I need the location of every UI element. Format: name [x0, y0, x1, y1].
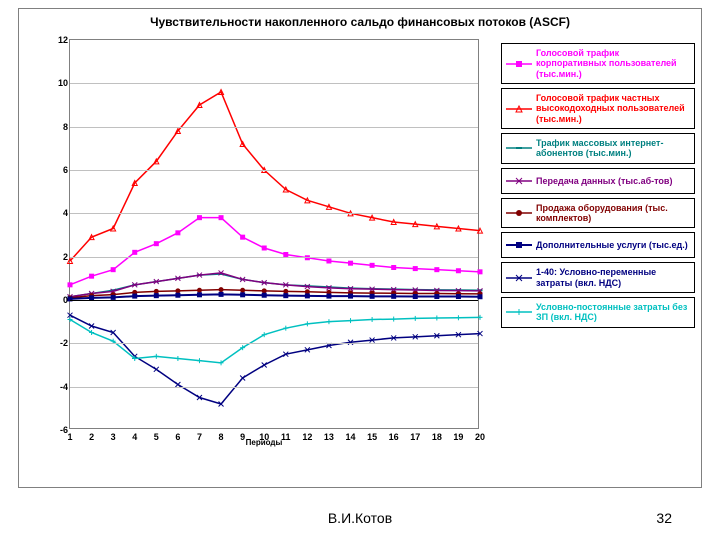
- legend-item: Условно-постоянные затраты без ЗП (вкл. …: [501, 297, 695, 328]
- legend-item: Голосовой трафик корпоративных пользоват…: [501, 43, 695, 84]
- legend-label: Продажа оборудования (тыс. комплектов): [536, 203, 690, 224]
- footer-page: 32: [656, 510, 672, 526]
- legend-label: Голосовой трафик корпоративных пользоват…: [536, 48, 690, 79]
- y-tick-label: -6: [52, 425, 68, 435]
- gridline: [70, 213, 478, 214]
- legend-label: 1-40: Условно-переменные затраты (вкл. Н…: [536, 267, 690, 288]
- legend: Голосовой трафик корпоративных пользоват…: [501, 43, 695, 332]
- chart-title: Чувствительности накопленного сальдо фин…: [19, 9, 701, 31]
- gridline: [70, 387, 478, 388]
- legend-item: Передача данных (тыс.аб-тов): [501, 168, 695, 194]
- series-svg: [70, 40, 478, 428]
- gridline: [70, 300, 478, 301]
- gridline: [70, 343, 478, 344]
- legend-swatch: [506, 237, 532, 253]
- legend-item: Голосовой трафик частных высокодоходных …: [501, 88, 695, 129]
- x-axis-label: Периоды: [49, 438, 479, 447]
- plot-wrapper: -6-4-20246810121234567891011121314151617…: [49, 39, 479, 449]
- y-tick-label: -4: [52, 382, 68, 392]
- gridline: [70, 127, 478, 128]
- legend-swatch: [506, 56, 532, 72]
- legend-swatch: [506, 304, 532, 320]
- legend-item: Продажа оборудования (тыс. комплектов): [501, 198, 695, 229]
- legend-item: Дополнительные услуги (тыс.ед.): [501, 232, 695, 258]
- footer-author: В.И.Котов: [0, 510, 720, 526]
- legend-label: Голосовой трафик частных высокодоходных …: [536, 93, 690, 124]
- y-tick-label: 10: [52, 78, 68, 88]
- legend-label: Дополнительные услуги (тыс.ед.): [536, 240, 690, 250]
- y-tick-label: 12: [52, 35, 68, 45]
- plot-area: -6-4-20246810121234567891011121314151617…: [69, 39, 479, 429]
- legend-swatch: [506, 140, 532, 156]
- legend-swatch: [506, 101, 532, 117]
- y-tick-label: 0: [52, 295, 68, 305]
- legend-swatch: [506, 270, 532, 286]
- gridline: [70, 170, 478, 171]
- y-tick-label: 6: [52, 165, 68, 175]
- gridline: [70, 257, 478, 258]
- legend-label: Трафик массовых интернет-абонентов (тыс.…: [536, 138, 690, 159]
- legend-swatch: [506, 205, 532, 221]
- legend-item: Трафик массовых интернет-абонентов (тыс.…: [501, 133, 695, 164]
- y-tick-label: 2: [52, 252, 68, 262]
- gridline: [70, 83, 478, 84]
- y-tick-label: 8: [52, 122, 68, 132]
- legend-label: Передача данных (тыс.аб-тов): [536, 176, 690, 186]
- legend-swatch: [506, 173, 532, 189]
- chart-frame: Чувствительности накопленного сальдо фин…: [18, 8, 702, 488]
- y-tick-label: -2: [52, 338, 68, 348]
- y-tick-label: 4: [52, 208, 68, 218]
- legend-item: 1-40: Условно-переменные затраты (вкл. Н…: [501, 262, 695, 293]
- legend-label: Условно-постоянные затраты без ЗП (вкл. …: [536, 302, 690, 323]
